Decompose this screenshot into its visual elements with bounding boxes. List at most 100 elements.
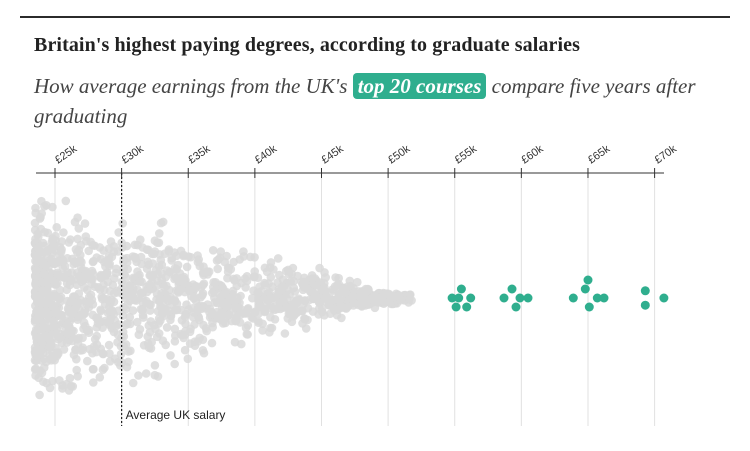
x-tick-label: £70k: [652, 143, 679, 167]
x-tick-label: £30k: [119, 143, 146, 167]
course-point: [320, 283, 329, 292]
course-point: [226, 264, 236, 274]
course-point: [124, 286, 134, 295]
x-axis: £25k £30k £35k £40k £45k £50k £55k £60k £65k £70k: [36, 143, 679, 178]
course-point: [229, 257, 238, 267]
course-point: [130, 295, 139, 305]
course-point: [337, 313, 346, 323]
course-point: [32, 306, 42, 315]
course-point: [147, 272, 157, 281]
course-point: [239, 252, 249, 261]
course-point: [211, 278, 220, 287]
top-course-point: [568, 293, 578, 303]
top-course-point: [640, 286, 650, 296]
course-point: [128, 378, 138, 388]
course-point: [65, 280, 75, 290]
course-point: [31, 234, 40, 244]
course-point: [35, 366, 45, 376]
course-point: [199, 268, 209, 277]
course-point: [264, 287, 274, 297]
course-point: [151, 324, 160, 334]
course-point: [274, 287, 284, 296]
course-point: [150, 236, 160, 245]
course-point: [240, 309, 249, 318]
course-point: [48, 202, 57, 212]
course-point: [322, 297, 331, 307]
course-point: [75, 256, 85, 265]
course-point: [290, 296, 299, 305]
course-point: [96, 306, 106, 316]
course-point: [132, 317, 142, 327]
course-point: [59, 228, 68, 237]
course-point: [207, 338, 217, 348]
course-point: [262, 267, 272, 277]
course-point: [298, 279, 307, 289]
average-salary-label: Average UK salary: [126, 408, 226, 422]
course-point: [171, 331, 180, 340]
course-point: [85, 297, 94, 307]
course-point: [180, 287, 190, 297]
course-point: [114, 228, 123, 237]
course-point: [297, 306, 307, 316]
course-point: [250, 272, 259, 281]
course-point: [136, 288, 146, 298]
course-point: [53, 278, 62, 288]
course-point: [161, 304, 170, 314]
course-point: [341, 303, 350, 313]
course-point: [255, 302, 265, 311]
course-point: [79, 318, 89, 327]
course-point: [42, 286, 51, 295]
course-point: [98, 294, 107, 304]
course-point: [105, 316, 115, 325]
top-course-point: [466, 293, 476, 303]
course-point: [208, 322, 217, 332]
subtitle-text-after: compare five years after graduating: [34, 74, 696, 128]
course-point: [40, 227, 49, 237]
course-point: [301, 324, 311, 333]
course-point: [104, 340, 114, 350]
course-point: [162, 266, 172, 275]
top-course-point: [592, 293, 602, 303]
course-point: [73, 268, 82, 277]
course-point: [192, 282, 201, 291]
x-tick-label: £45k: [319, 143, 346, 167]
course-point: [233, 293, 242, 302]
course-point: [46, 340, 56, 350]
course-point: [62, 320, 72, 329]
course-point: [224, 310, 234, 320]
course-point: [135, 277, 145, 286]
course-point: [56, 247, 66, 257]
course-point: [40, 331, 50, 341]
top-course-point: [659, 293, 669, 303]
course-point: [243, 321, 253, 330]
course-point: [154, 297, 164, 306]
course-point: [78, 345, 87, 355]
course-point: [66, 310, 76, 320]
course-point: [42, 357, 51, 367]
course-point: [152, 332, 162, 342]
course-point: [55, 297, 65, 307]
course-point: [232, 313, 241, 322]
course-point: [190, 320, 199, 329]
course-point: [286, 310, 296, 319]
top-course-point: [599, 293, 609, 303]
course-point: [31, 279, 40, 288]
course-point: [278, 275, 288, 284]
course-point: [143, 257, 153, 267]
course-point: [134, 330, 144, 339]
top-course-point: [447, 293, 457, 303]
course-point: [88, 257, 98, 267]
course-point: [199, 279, 209, 288]
course-point: [32, 257, 41, 267]
course-point: [174, 288, 183, 297]
course-point: [71, 245, 81, 254]
course-point: [369, 293, 378, 303]
all-courses-swarm: [30, 196, 416, 400]
course-point: [118, 268, 127, 278]
top-course-point: [451, 302, 461, 312]
course-point: [122, 241, 132, 251]
course-point: [131, 254, 140, 263]
course-point: [155, 250, 164, 259]
course-point: [118, 219, 127, 228]
course-point: [300, 314, 310, 324]
